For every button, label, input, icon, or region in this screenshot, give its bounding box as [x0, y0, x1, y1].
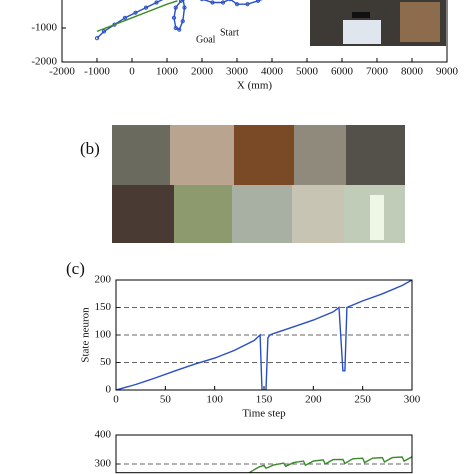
x-tick-label: 1000 [156, 66, 179, 78]
y-tick-label: 0 [106, 384, 112, 396]
x-tick-label: 5000 [296, 66, 319, 78]
x-tick-label: 3000 [226, 66, 249, 78]
x-tick-label: 300 [404, 394, 421, 406]
plot-frame [115, 434, 413, 474]
y-tick-label: 300 [95, 458, 112, 470]
panel-label: (c) [66, 259, 85, 278]
x-tick-label: 0 [113, 394, 119, 406]
point [182, 5, 187, 10]
data-line [248, 456, 412, 473]
x-tick-label: 250 [354, 394, 371, 406]
point [133, 10, 138, 15]
data-line [96, 0, 178, 33]
annotation: Goal [196, 34, 216, 45]
x-axis-title: X (mm) [237, 80, 272, 92]
x-tick-label: 7000 [366, 66, 389, 78]
point [180, 19, 185, 24]
photo-device [352, 12, 370, 18]
data-line [116, 280, 412, 390]
x-axis-title: Time step [242, 408, 286, 420]
x-tick-label: 6000 [331, 66, 354, 78]
point [210, 0, 215, 5]
point [220, 0, 226, 5]
plot [248, 456, 412, 473]
x-tick-label: 50 [160, 394, 172, 406]
x-tick-label: -1000 [84, 66, 110, 78]
x-tick-label: -2000 [49, 66, 75, 78]
y-axis-title: State neuron [80, 307, 92, 363]
x-tick-label: 200 [305, 394, 322, 406]
y-tick-label: 400 [95, 429, 112, 441]
point [178, 0, 184, 3]
x-tick-label: 100 [206, 394, 223, 406]
point [94, 36, 100, 41]
photo-monitor [343, 20, 381, 44]
annotation: Start [220, 27, 239, 38]
point [143, 5, 149, 10]
x-tick-label: 9000 [436, 66, 459, 78]
point [200, 0, 204, 2]
plot-frame [115, 279, 413, 391]
photo-grid [112, 125, 405, 243]
point [245, 2, 250, 7]
plot [116, 280, 412, 390]
point [101, 29, 107, 34]
point [228, 0, 232, 2]
x-tick-label: 0 [129, 66, 135, 78]
x-tick-label: 8000 [401, 66, 424, 78]
y-tick-label: 100 [95, 329, 112, 341]
y-tick-label: -2000 [31, 56, 57, 68]
panel-label: (b) [80, 139, 100, 158]
point [234, 2, 240, 7]
plot [94, 0, 263, 41]
point [255, 0, 261, 3]
y-tick-label: 200 [95, 274, 112, 286]
point [122, 15, 128, 20]
point [171, 15, 177, 20]
point [177, 27, 182, 32]
photo-wall [400, 2, 440, 42]
plot-frame [61, 0, 448, 63]
point [154, 0, 159, 5]
y-tick-label: 150 [95, 301, 112, 313]
x-tick-label: 2000 [191, 66, 214, 78]
inset-photo [310, 0, 446, 46]
x-tick-label: 4000 [261, 66, 284, 78]
y-tick-label: 50 [100, 356, 112, 368]
x-tick-label: 150 [256, 394, 273, 406]
y-tick-label: -1000 [31, 22, 57, 34]
point [173, 25, 178, 31]
point [173, 5, 178, 10]
